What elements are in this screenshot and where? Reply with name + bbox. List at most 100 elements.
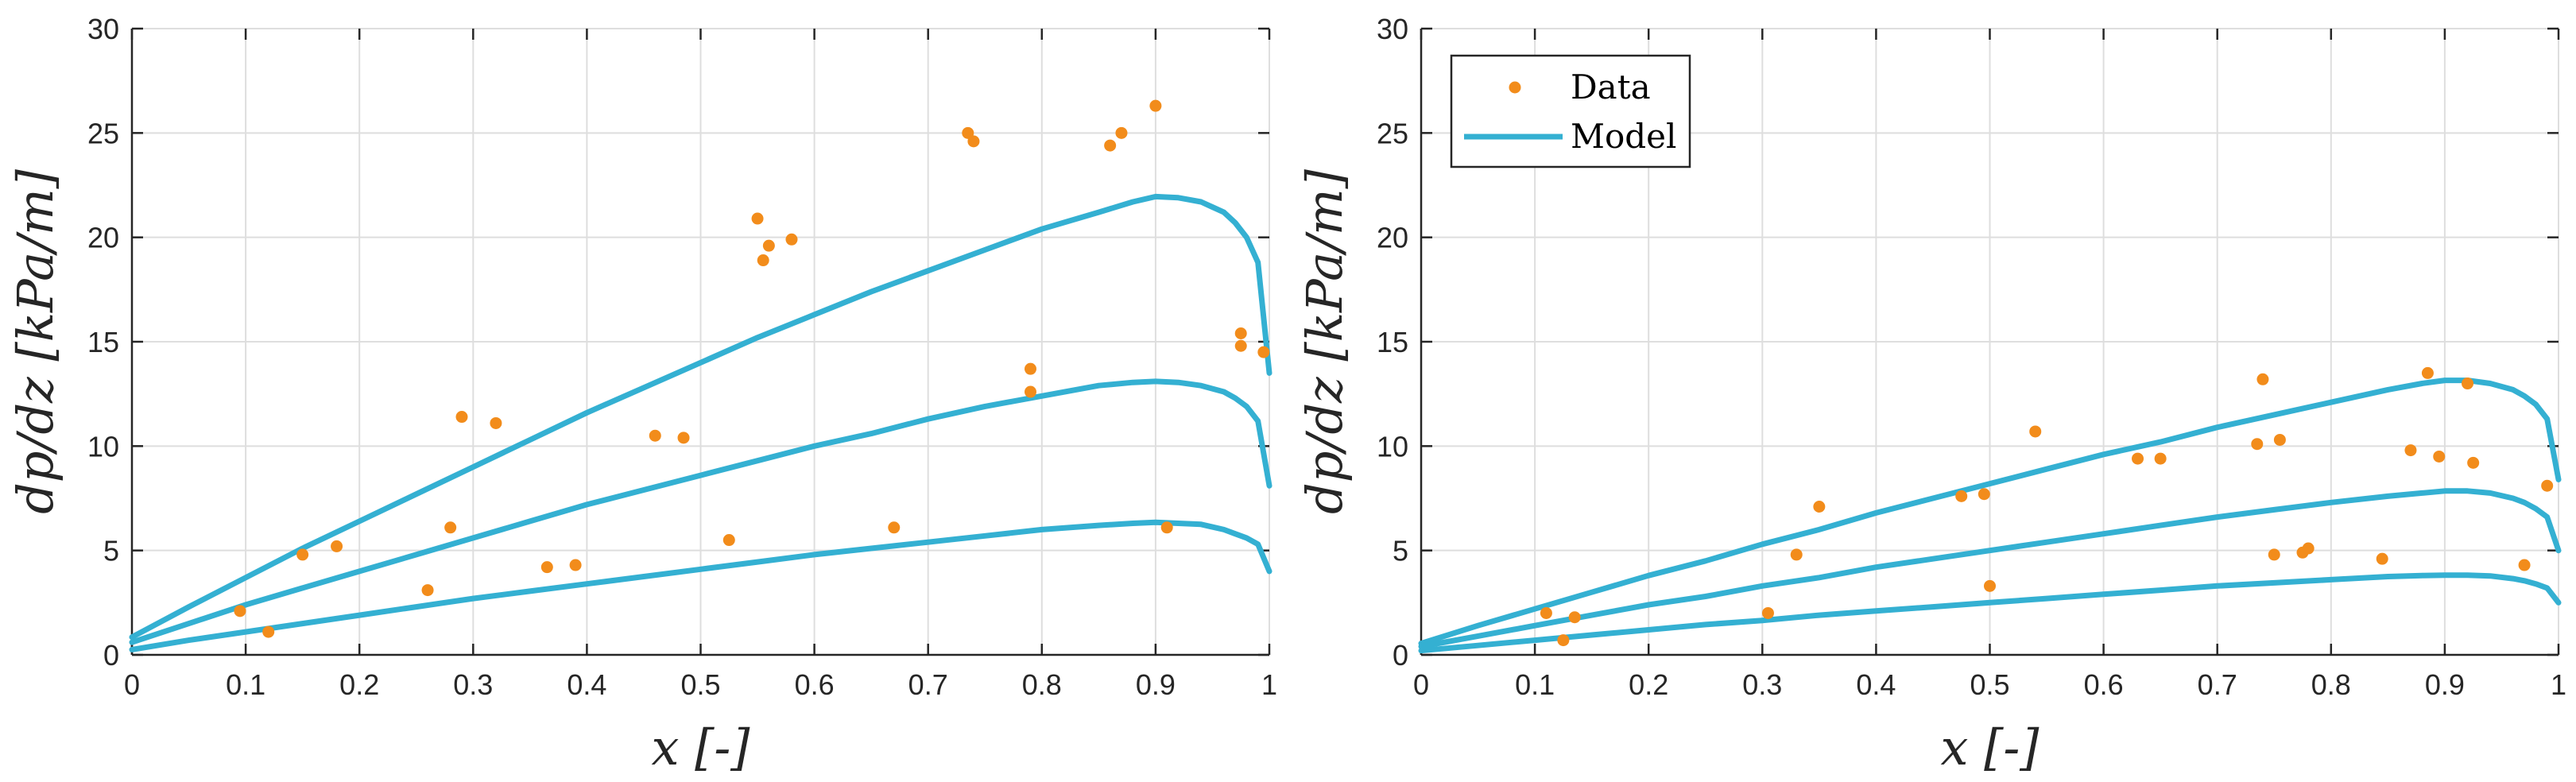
- data-point: [722, 534, 735, 547]
- x-tick-label: 0.9: [1136, 668, 1176, 701]
- data-point: [1234, 327, 1247, 339]
- y-axis-label: dp/dz [kPa/m]: [6, 168, 64, 514]
- x-tick-label: 0.5: [680, 668, 720, 701]
- data-point: [1115, 126, 1128, 139]
- chart-panel-1: 0 0.1 0.2 0.3 0.4 0.5 0.6 0.7 0.8 0.9 105101520253…: [6, 13, 1277, 776]
- data-point: [2462, 377, 2474, 390]
- data-point: [1790, 548, 1803, 561]
- data-point: [677, 432, 690, 444]
- model-line-1: [1418, 377, 2562, 647]
- data-point: [1257, 346, 1270, 358]
- data-point: [2376, 552, 2388, 565]
- x-tick-label: 0.7: [2198, 668, 2237, 701]
- data-point: [1568, 611, 1581, 624]
- data-point: [2268, 548, 2280, 561]
- y-axis-label: dp/dz [kPa/m]: [1296, 168, 1354, 514]
- data-point: [1813, 501, 1826, 513]
- x-tick-label: 0.6: [795, 668, 835, 701]
- data-point: [1234, 339, 1247, 352]
- model-line-3: [129, 519, 1273, 652]
- y-tick-label: 30: [87, 13, 119, 45]
- y-tick-label: 20: [1377, 222, 1408, 254]
- data-point: [1024, 362, 1036, 375]
- x-tick-label: 0.9: [2425, 668, 2465, 701]
- y-tick-label: 10: [1377, 430, 1408, 463]
- data-point: [1540, 606, 1552, 619]
- x-tick-label: 0: [124, 668, 140, 701]
- data-point: [2273, 433, 2286, 446]
- data-point: [2029, 425, 2042, 438]
- data-point: [762, 239, 775, 252]
- x-tick-label: 0.4: [567, 668, 606, 701]
- data-point: [1149, 99, 1162, 112]
- data-point: [649, 429, 661, 442]
- model-line-2: [1418, 488, 2562, 649]
- data-point: [2251, 438, 2264, 451]
- x-axis-label: x [-]: [1941, 718, 2040, 776]
- data-point: [888, 521, 901, 534]
- data-point: [2256, 373, 2269, 385]
- data-point: [785, 233, 798, 246]
- data-point: [540, 561, 553, 574]
- y-tick-label: 10: [87, 430, 119, 463]
- x-tick-label: 0.2: [1629, 668, 1668, 701]
- y-tick-label: 0: [1393, 639, 1408, 672]
- data-point: [757, 254, 769, 267]
- data-point: [1024, 385, 1036, 398]
- data-point: [2467, 456, 2480, 469]
- y-tick-label: 20: [87, 222, 119, 254]
- data-point: [2541, 479, 2554, 492]
- y-tick-label: 15: [1377, 326, 1408, 358]
- data-point: [444, 521, 457, 534]
- x-tick-label: 0.5: [1970, 668, 2009, 701]
- x-axis-label: x [-]: [652, 718, 751, 776]
- data-point: [490, 416, 502, 429]
- data-point: [967, 135, 980, 148]
- data-point: [421, 584, 434, 597]
- data-point: [296, 548, 309, 561]
- data-point: [569, 559, 582, 571]
- data-point: [455, 411, 468, 424]
- x-tick-label: 0.3: [1742, 668, 1782, 701]
- data-point: [1160, 521, 1173, 534]
- chart-panel-2: 0 0.1 0.2 0.3 0.4 0.5 0.6 0.7 0.8 0.9 105101520253…: [1296, 13, 2566, 776]
- data-point: [1557, 634, 1570, 647]
- y-tick-label: 30: [1377, 13, 1408, 45]
- data-point: [751, 212, 764, 225]
- data-point: [2518, 559, 2531, 571]
- x-tick-label: 0.8: [2311, 668, 2351, 701]
- data-point: [2421, 366, 2434, 379]
- y-tick-label: 5: [103, 535, 119, 567]
- x-tick-label: 1: [2551, 668, 2566, 701]
- legend-data-label: Data: [1571, 68, 1651, 106]
- data-point: [262, 625, 275, 638]
- legend-box: [1450, 54, 1691, 168]
- data-point: [2404, 444, 2417, 457]
- x-tick-label: 0.2: [339, 668, 379, 701]
- y-tick-label: 0: [103, 639, 119, 672]
- data-point: [2154, 452, 2167, 465]
- y-tick-label: 15: [87, 326, 119, 358]
- data-point: [2302, 542, 2315, 555]
- data-point: [2433, 450, 2446, 463]
- data-point: [1984, 579, 1996, 592]
- data-point: [2132, 452, 2144, 465]
- y-tick-label: 5: [1393, 535, 1408, 567]
- y-tick-label: 25: [1377, 117, 1408, 149]
- y-tick-label: 25: [87, 117, 119, 149]
- data-point: [1104, 139, 1117, 152]
- data-point: [234, 605, 246, 617]
- x-tick-label: 0.3: [453, 668, 493, 701]
- data-point: [331, 540, 343, 552]
- x-tick-label: 0.8: [1022, 668, 1062, 701]
- legend-model-label: Model: [1571, 117, 1676, 156]
- x-tick-label: 0.7: [908, 668, 948, 701]
- x-tick-label: 0.1: [1515, 668, 1555, 701]
- data-point: [1761, 606, 1774, 619]
- x-tick-label: 0.4: [1856, 668, 1896, 701]
- model-line-3: [1418, 572, 2562, 654]
- x-tick-label: 0: [1413, 668, 1429, 701]
- data-point: [962, 126, 974, 139]
- x-tick-label: 0.6: [2084, 668, 2124, 701]
